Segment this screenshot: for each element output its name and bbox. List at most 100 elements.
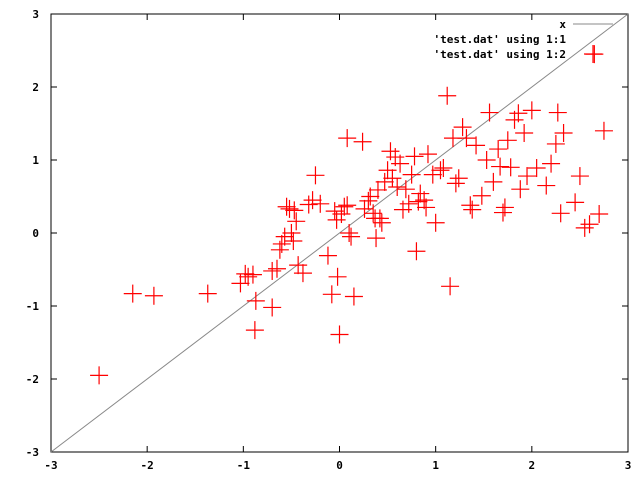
data-point [299,195,318,214]
data-point [518,167,537,186]
data-point [399,194,418,213]
data-point [472,186,491,205]
data-point [434,159,453,178]
y-tick-label: -3 [26,446,39,459]
data-point [239,267,258,286]
data-point [527,159,546,178]
data-point [263,261,282,280]
x-tick-label: -2 [141,459,154,472]
data-point [318,246,337,265]
legend-label: 'test.dat' using 1:2 [434,48,566,61]
data-point [501,158,520,177]
x-tick-label: 2 [529,459,536,472]
data-point [353,132,372,151]
data-point [245,321,264,340]
data-point [491,157,510,176]
data-point [480,103,499,122]
data-point [263,298,282,317]
data-point [338,129,357,148]
data-point [391,154,410,173]
data-point [461,196,480,215]
data-point [367,229,386,248]
data-point [546,134,565,153]
data-point [284,232,303,251]
y-tick-label: 1 [32,154,39,167]
data-point [498,131,517,150]
x-tick-label: 3 [625,459,632,472]
data-point [493,203,512,222]
data-point [489,140,508,159]
data-point [335,197,354,216]
data-point [449,169,468,188]
data-point [542,154,561,173]
data-point [236,264,255,283]
data-point [548,103,567,122]
data-point [438,86,457,105]
data-point [340,224,359,242]
data-point [463,200,482,219]
data-point [277,197,296,216]
data-point [272,234,291,253]
data-point [368,180,387,199]
data-point [383,169,402,188]
data-point [342,227,361,246]
data-point [330,325,349,344]
data-point [328,267,347,286]
x-tick-label: -1 [237,459,251,472]
data-point [407,242,426,261]
data-point [575,218,594,237]
data-point [144,286,163,305]
data-point [566,193,585,212]
y-tick-label: 3 [32,8,39,21]
data-point [396,180,415,199]
data-point [303,191,322,210]
data-point [522,101,541,120]
data-point [423,165,442,184]
data-point [123,284,142,303]
data-point [417,198,436,217]
data-point [285,201,304,220]
data-point [289,256,308,275]
y-tick-label: -2 [26,373,39,386]
data-point [246,291,265,310]
data-point [511,180,530,199]
data-point [580,215,599,234]
data-point [467,136,486,155]
data-point [306,166,325,185]
data-point [453,118,472,137]
legend-label: 'test.dat' using 1:1 [434,33,567,46]
data-point [378,161,397,180]
series-lines [50,13,629,453]
data-point [338,196,357,215]
data-point [515,123,534,142]
data-point [495,198,514,217]
data-point [402,165,421,184]
data-point [275,227,294,246]
data-point [282,224,301,242]
y-tick-label: 0 [32,227,39,240]
data-point [431,161,450,180]
data-point [359,191,378,210]
data-point [477,151,496,169]
data-point [364,204,383,223]
data-point [457,129,476,148]
data-point [554,123,573,142]
data-point [537,176,556,195]
data-point [372,213,391,232]
data-point [287,212,306,231]
data-point [594,121,613,140]
data-point [267,259,286,278]
axis-ticks: -3 -2 -1 0 1 2 3 -3 -2 -1 0 1 2 3 [26,8,632,472]
data-point [322,285,341,304]
data-point [590,205,609,224]
x-tick-label: -3 [44,459,57,472]
y-tick-label: -1 [26,300,40,313]
legend: x 'test.dat' using 1:1 'test.dat' using 1:… [434,18,613,63]
series-line [50,13,629,453]
data-point [90,366,109,385]
data-point [198,284,217,303]
data-point [570,167,589,186]
data-point [415,191,434,210]
series-points [90,45,613,385]
